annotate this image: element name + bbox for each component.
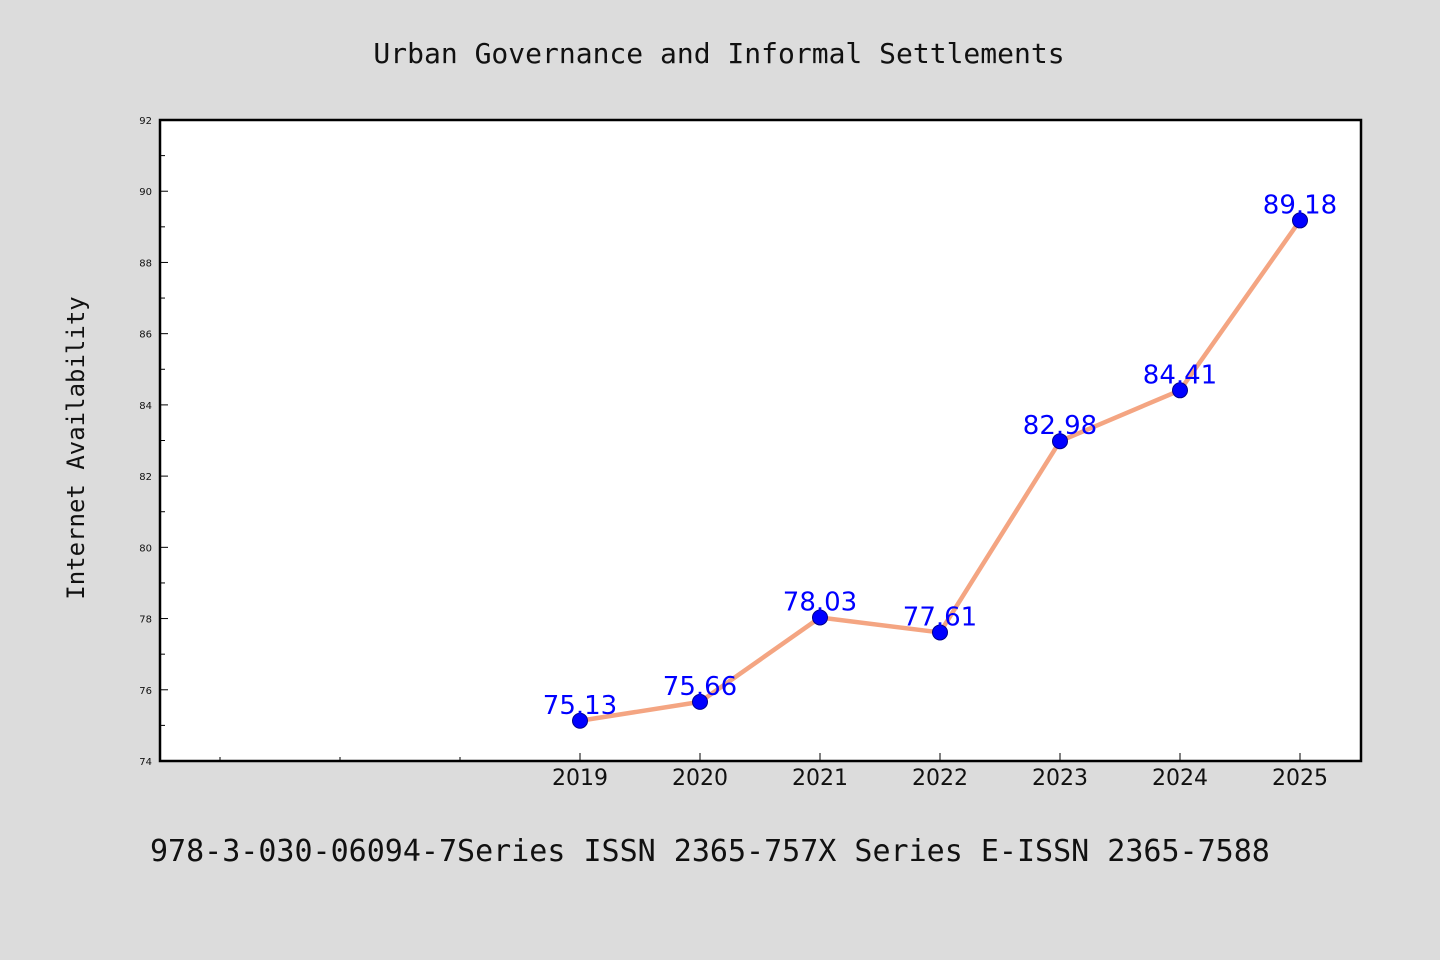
- data-label: 75.13: [543, 691, 617, 721]
- plot-frame: [158, 118, 1363, 763]
- data-label: 77.61: [903, 602, 977, 632]
- data-point: [932, 624, 948, 641]
- x-tick-label: 2025: [1272, 766, 1328, 791]
- x-tick-label: 2021: [792, 766, 848, 791]
- y-tick-label: 78: [139, 615, 152, 626]
- data-point: [1052, 433, 1068, 450]
- y-tick-label: 88: [139, 258, 152, 269]
- y-tick-label: 86: [139, 330, 152, 341]
- x-tick-label: 2020: [672, 766, 728, 791]
- y-tick-label: 74: [139, 757, 152, 768]
- data-point: [1172, 382, 1188, 399]
- data-label: 78.03: [783, 587, 857, 617]
- data-label: 75.66: [663, 672, 737, 702]
- data-label: 84.41: [1143, 360, 1217, 390]
- y-tick-label: 80: [139, 543, 152, 554]
- y-tick-label: 92: [139, 116, 152, 127]
- data-point: [1292, 212, 1308, 229]
- x-tick-label: 2023: [1032, 766, 1088, 791]
- x-tick-label: 2019: [552, 766, 608, 791]
- x-tick-label: 2024: [1152, 766, 1208, 791]
- y-tick-label: 84: [139, 401, 152, 412]
- data-label: 82.98: [1023, 411, 1097, 441]
- x-tick-label: 2022: [912, 766, 968, 791]
- data-point: [692, 693, 708, 710]
- y-tick-label: 90: [139, 187, 152, 198]
- data-label: 89.18: [1263, 190, 1337, 220]
- plot-area: [160, 120, 1361, 761]
- footer-text: 978-3-030-06094-7Series ISSN 2365-757X S…: [150, 834, 1270, 869]
- y-tick-label: 82: [139, 472, 152, 483]
- y-tick-label: 76: [139, 686, 152, 697]
- data-point: [572, 712, 588, 729]
- data-point: [812, 609, 828, 626]
- y-axis-label: Internet Availability: [62, 296, 90, 599]
- chart-title: Urban Governance and Informal Settlement…: [373, 37, 1064, 70]
